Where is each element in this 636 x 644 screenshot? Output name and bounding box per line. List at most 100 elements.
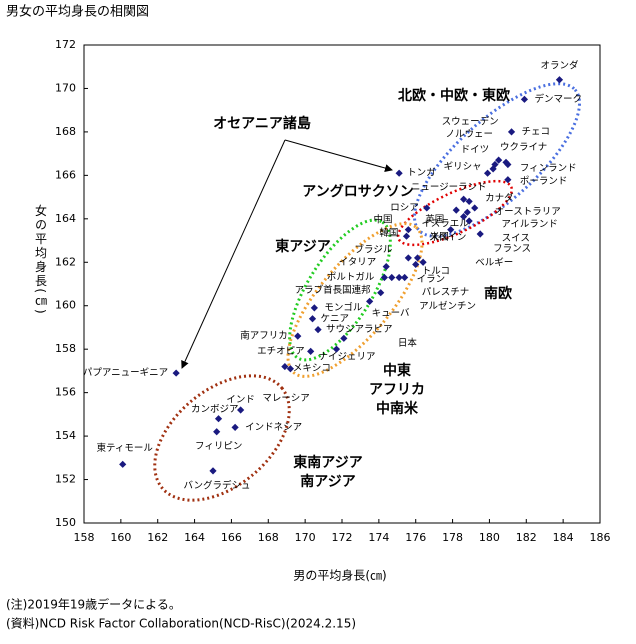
point <box>213 428 221 436</box>
point <box>340 334 348 342</box>
point-label: カンボジア <box>191 404 239 415</box>
x-axis-title: 男の平均身長(㎝) <box>293 568 386 583</box>
y-tick-label: 154 <box>55 429 76 442</box>
point-label: アラブ首長国連邦 <box>295 284 372 296</box>
point-label: ドイツ <box>461 144 490 155</box>
point-label: デンマーク <box>534 93 582 105</box>
point-label: フィンランド <box>520 163 577 174</box>
point-label: スペイン <box>429 232 466 243</box>
point <box>465 217 473 225</box>
point-label: ロシア <box>390 202 419 213</box>
point <box>332 345 341 353</box>
point <box>310 304 318 312</box>
point <box>366 297 374 305</box>
point <box>463 208 471 216</box>
point-label: ノルウェー <box>445 129 493 140</box>
point <box>308 315 317 323</box>
y-tick-label: 152 <box>55 473 76 486</box>
x-tick-label: 164 <box>184 531 205 544</box>
point-label: トルコ <box>422 266 450 277</box>
point-label: 南アフリカ <box>240 330 288 342</box>
point-label: オーストラリア <box>495 206 561 217</box>
point <box>307 347 315 355</box>
point-label: インド <box>226 395 255 406</box>
point-label: バングラデシュ <box>184 479 251 491</box>
point <box>413 254 422 262</box>
point-label: パレスチナ <box>422 287 470 298</box>
group-label: 東南アジア <box>293 454 362 471</box>
point <box>281 362 289 371</box>
x-tick-label: 186 <box>590 531 611 544</box>
point <box>314 326 322 334</box>
y-tick-label: 160 <box>55 299 76 312</box>
x-tick-label: 168 <box>258 531 279 544</box>
x-tick-label: 176 <box>405 531 426 544</box>
point <box>452 206 460 214</box>
point-label: 韓国 <box>379 228 398 239</box>
plot-frame <box>83 44 601 524</box>
point <box>495 156 503 164</box>
y-tick-label: 150 <box>55 516 76 529</box>
point <box>294 332 302 340</box>
group-label: 中東 <box>383 362 411 379</box>
point <box>172 369 180 377</box>
point <box>382 263 390 271</box>
x-tick-label: 166 <box>221 531 242 544</box>
point <box>119 460 127 468</box>
point <box>377 289 385 297</box>
point-label: ポルトガル <box>327 272 375 283</box>
point <box>423 204 431 212</box>
y-tick-label: 164 <box>55 212 76 225</box>
y-tick-label: 168 <box>55 125 76 138</box>
note: (注)2019年19歳データによる。 <box>6 597 181 612</box>
point <box>471 204 479 212</box>
point <box>555 76 564 84</box>
y-tick-label: 158 <box>55 342 76 355</box>
point <box>380 273 388 282</box>
point-label: モンゴル <box>324 301 363 313</box>
note: (資料)NCD Risk Factor Collaboration(NCD-Ri… <box>6 617 356 631</box>
x-tick-label: 170 <box>295 531 316 544</box>
point <box>401 273 409 282</box>
y-tick-label: 162 <box>55 255 76 268</box>
point-label: マレーシア <box>262 393 309 404</box>
point-label: イスラエル <box>422 218 470 229</box>
point <box>483 169 492 177</box>
group-label: 南アジア <box>300 473 355 490</box>
point-label: ギリシャ <box>444 162 482 173</box>
group-label: アフリカ <box>369 382 425 398</box>
point <box>395 169 403 177</box>
point <box>491 160 499 169</box>
group-label: アングロサクソン <box>302 183 413 200</box>
point-label: エチオピア <box>257 346 305 357</box>
point-label: イラン <box>417 274 446 285</box>
point <box>447 226 455 234</box>
point-label: オランダ <box>540 59 579 71</box>
group-label: 中南米 <box>376 400 419 417</box>
point-label: 中国 <box>373 214 392 226</box>
group-label: 北欧・中欧・東欧 <box>398 87 510 104</box>
point-label: カナダ <box>485 192 514 204</box>
point <box>419 258 427 266</box>
x-tick-label: 162 <box>147 531 168 544</box>
point-label: 英国 <box>425 214 444 226</box>
point <box>214 415 223 423</box>
x-tick-label: 178 <box>442 531 463 544</box>
point-label: ポーランド <box>520 176 568 187</box>
point-label: スイス <box>502 233 530 244</box>
x-tick-label: 180 <box>479 531 500 544</box>
point-label: スウェーデン <box>442 116 499 128</box>
point-label: イタリア <box>339 257 377 268</box>
y-tick-label: 166 <box>55 168 76 181</box>
point-label: 米国 <box>430 231 449 243</box>
point <box>404 254 412 262</box>
point-label: アイルランド <box>501 219 558 230</box>
point <box>402 232 411 240</box>
point-label: メキシコ <box>293 363 331 374</box>
group-label: オセアニア諸島 <box>213 115 311 132</box>
point-label: 日本 <box>398 337 418 349</box>
point <box>286 365 294 373</box>
point <box>237 406 245 414</box>
point-label: トンガ <box>407 168 436 179</box>
